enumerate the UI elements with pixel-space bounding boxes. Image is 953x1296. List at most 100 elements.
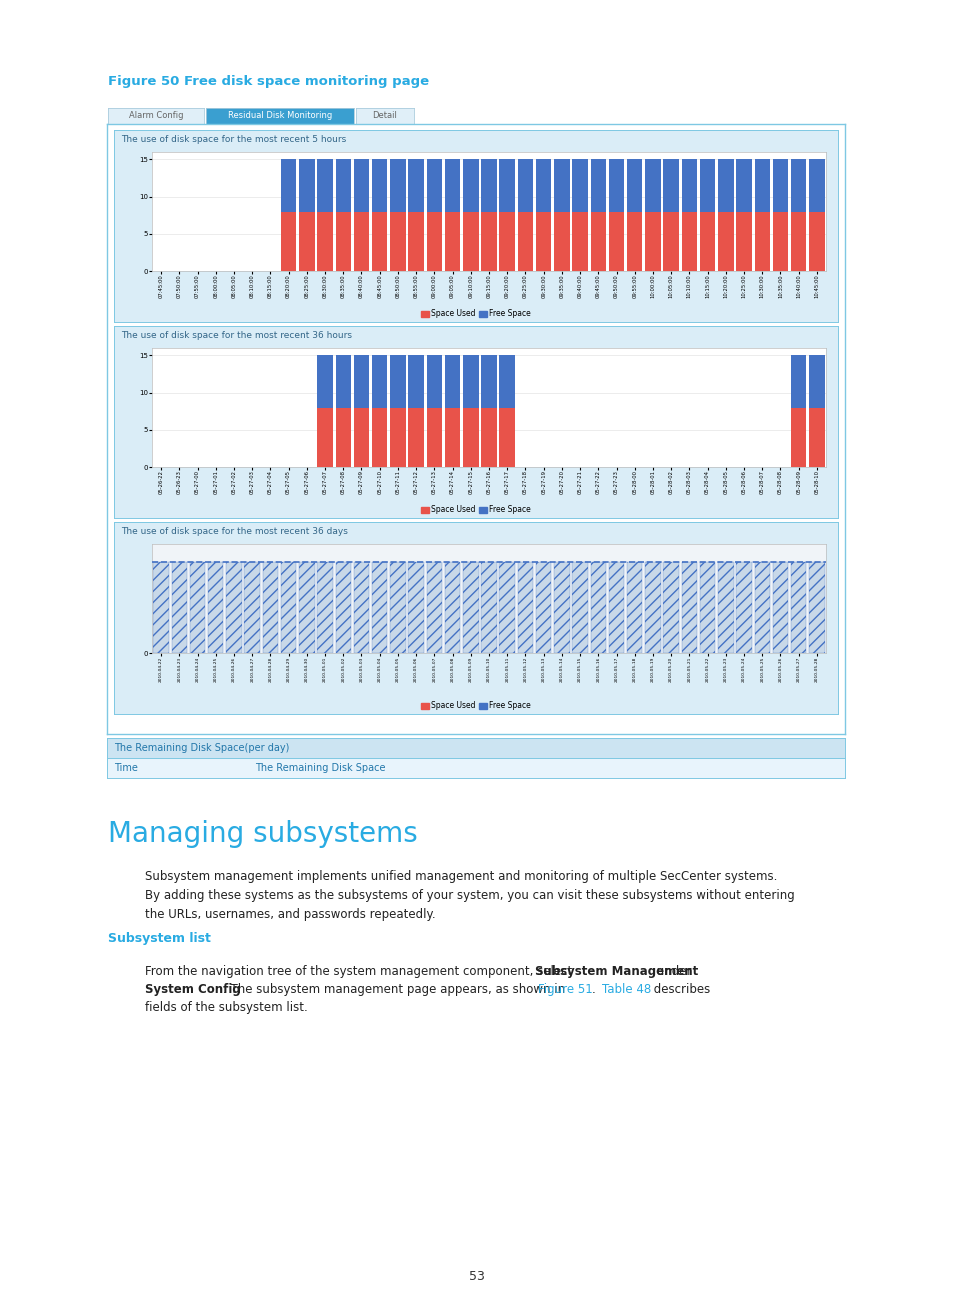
Bar xyxy=(335,407,351,467)
Bar xyxy=(299,211,314,271)
Bar xyxy=(808,562,823,653)
Bar xyxy=(317,407,333,467)
Bar xyxy=(480,562,497,653)
Bar xyxy=(736,211,751,271)
Bar xyxy=(790,355,805,407)
Text: .: . xyxy=(592,982,598,997)
Bar xyxy=(372,355,387,407)
Bar xyxy=(644,211,660,271)
Bar xyxy=(572,211,587,271)
Bar xyxy=(426,407,441,467)
Text: The use of disk space for the most recent 36 days: The use of disk space for the most recen… xyxy=(121,526,348,535)
Bar xyxy=(444,159,460,211)
Bar xyxy=(700,562,715,653)
Bar xyxy=(480,211,497,271)
Bar xyxy=(444,562,460,653)
Bar xyxy=(408,211,423,271)
Text: Subsystem management implements unified management and monitoring of multiple Se: Subsystem management implements unified … xyxy=(145,870,794,921)
Bar xyxy=(590,159,605,211)
Text: The Remaining Disk Space: The Remaining Disk Space xyxy=(254,763,385,772)
Text: fields of the subsystem list.: fields of the subsystem list. xyxy=(145,1001,308,1013)
Text: describes: describes xyxy=(649,982,709,997)
Bar xyxy=(335,562,351,653)
Bar xyxy=(517,562,533,653)
Bar xyxy=(700,211,715,271)
Bar xyxy=(372,562,387,653)
Legend: Space Used, Free Space: Space Used, Free Space xyxy=(417,699,534,714)
Bar xyxy=(390,355,405,407)
Text: Figure 51: Figure 51 xyxy=(537,982,592,997)
Bar xyxy=(444,211,460,271)
Bar xyxy=(790,407,805,467)
Bar xyxy=(262,562,278,653)
Bar xyxy=(462,211,478,271)
Bar xyxy=(626,159,641,211)
Bar xyxy=(354,562,369,653)
Bar xyxy=(280,211,296,271)
Bar xyxy=(244,562,259,653)
Bar xyxy=(208,562,223,653)
Bar xyxy=(408,355,423,407)
Bar xyxy=(499,159,515,211)
Bar xyxy=(590,562,605,653)
Bar xyxy=(772,159,787,211)
Bar xyxy=(280,159,296,211)
Bar xyxy=(662,211,679,271)
Bar xyxy=(808,211,823,271)
Bar xyxy=(662,159,679,211)
Bar xyxy=(354,159,369,211)
Bar xyxy=(299,159,314,211)
Bar xyxy=(480,159,497,211)
Bar xyxy=(790,562,805,653)
Bar xyxy=(608,562,623,653)
Bar xyxy=(299,562,314,653)
Bar xyxy=(354,407,369,467)
Bar xyxy=(317,562,333,653)
Bar xyxy=(536,159,551,211)
Bar xyxy=(426,211,441,271)
Bar xyxy=(480,355,497,407)
Bar xyxy=(608,159,623,211)
Text: Detail: Detail xyxy=(373,111,397,121)
Bar xyxy=(226,562,241,653)
Bar xyxy=(554,159,569,211)
Bar xyxy=(335,159,351,211)
Text: System Config: System Config xyxy=(145,982,240,997)
Bar xyxy=(390,562,405,653)
Legend: Space Used, Free Space: Space Used, Free Space xyxy=(417,306,534,321)
Bar xyxy=(681,159,697,211)
Bar xyxy=(390,211,405,271)
Bar xyxy=(736,562,751,653)
Bar xyxy=(808,407,823,467)
Bar xyxy=(499,562,515,653)
Bar xyxy=(808,355,823,407)
Bar xyxy=(517,211,533,271)
Bar xyxy=(754,159,769,211)
Bar xyxy=(517,159,533,211)
Bar xyxy=(372,159,387,211)
Text: Subsystem Management: Subsystem Management xyxy=(535,966,698,978)
Bar xyxy=(626,211,641,271)
Bar xyxy=(681,211,697,271)
Bar xyxy=(426,562,441,653)
Bar xyxy=(754,211,769,271)
Text: The Remaining Disk Space(per day): The Remaining Disk Space(per day) xyxy=(114,743,290,753)
Bar xyxy=(736,159,751,211)
Bar xyxy=(354,355,369,407)
Bar xyxy=(408,407,423,467)
Bar xyxy=(718,211,733,271)
Bar xyxy=(408,159,423,211)
Bar xyxy=(790,211,805,271)
Bar xyxy=(681,562,697,653)
Bar xyxy=(408,562,423,653)
Bar xyxy=(317,355,333,407)
Bar xyxy=(280,562,296,653)
Bar xyxy=(572,562,587,653)
Bar xyxy=(372,211,387,271)
Text: under: under xyxy=(652,966,691,978)
Bar xyxy=(153,562,169,653)
Bar xyxy=(172,562,187,653)
Bar xyxy=(426,159,441,211)
Bar xyxy=(444,355,460,407)
Bar xyxy=(335,211,351,271)
